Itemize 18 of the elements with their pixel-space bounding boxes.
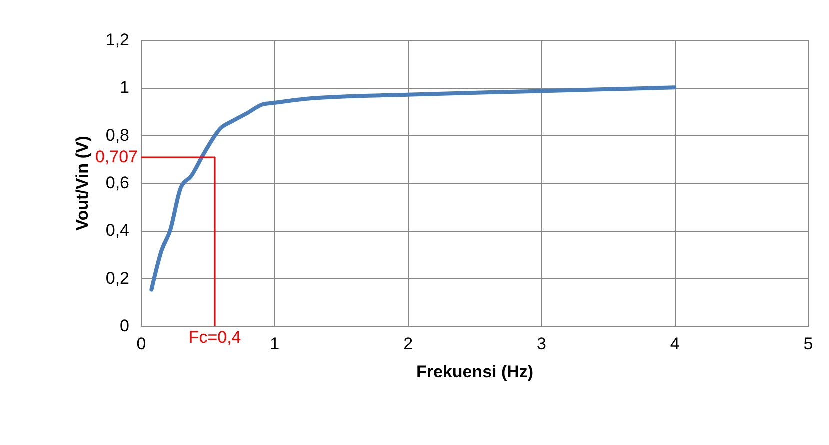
y-tick-label: 0 [120, 316, 130, 336]
y-tick-label: 0,8 [106, 126, 130, 145]
y-axis-title: Vout/Vin (V) [72, 136, 92, 231]
y-tick-label: 0,4 [106, 221, 130, 240]
y-tick-label: 1,2 [106, 30, 130, 50]
x-tick-label: 5 [804, 334, 814, 354]
x-tick-label: 0 [136, 334, 146, 354]
line-series [150, 86, 677, 292]
x-tick-label: 3 [536, 334, 546, 354]
y-tick-label: 0,6 [106, 174, 130, 192]
x-tick-label: 4 [670, 334, 680, 354]
ref-line-label: 0,707 [95, 148, 138, 166]
x-tick-label: 2 [404, 334, 414, 354]
text: Fc=0,4 [188, 328, 242, 347]
x-tick-label: 1 [270, 334, 280, 354]
y-tick-label: 1 [120, 78, 130, 98]
y-tick-label: 0,2 [106, 268, 130, 288]
x-axis-title: Frekuensi (Hz) [416, 362, 534, 382]
